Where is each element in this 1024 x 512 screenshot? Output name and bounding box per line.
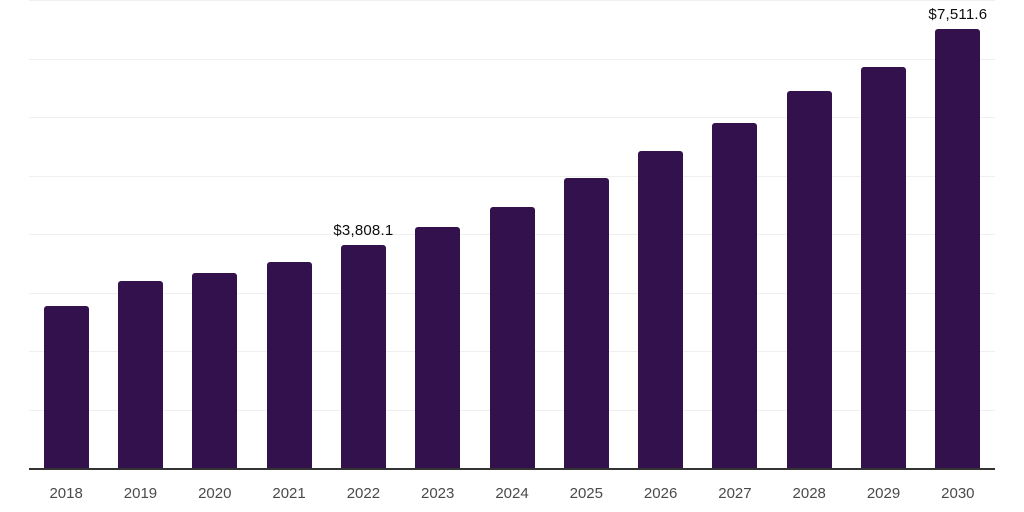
bar-2026 — [638, 150, 684, 468]
gridline — [29, 0, 995, 1]
x-tick-label-2020: 2020 — [198, 485, 232, 502]
gridline — [29, 175, 995, 177]
bar-2030 — [935, 28, 981, 468]
x-tick-label-2018: 2018 — [49, 485, 83, 502]
bar-value-label-2030: $7,511.6 — [928, 5, 988, 23]
x-tick-label-2026: 2026 — [643, 485, 678, 502]
bar-2019 — [117, 280, 163, 468]
x-axis-labels: 2018 2019 2020 2021 2022 2023 2024 2025 2026 2027… — [29, 485, 995, 505]
bar-2020 — [192, 273, 238, 468]
bar-value-label-2022: $3,808.1 — [333, 222, 394, 240]
gridline — [29, 117, 995, 118]
bar-2024 — [489, 206, 535, 468]
bar-2029 — [861, 67, 907, 468]
bar-2025 — [563, 178, 609, 468]
bar-2021 — [266, 261, 312, 468]
x-tick-label-2025: 2025 — [569, 485, 603, 502]
x-tick-label-2029: 2029 — [866, 485, 901, 502]
bar-2018 — [43, 305, 89, 468]
bar-2027 — [712, 123, 758, 468]
x-tick-label-2028: 2028 — [792, 485, 826, 502]
bar-2028 — [786, 91, 832, 468]
plot-area: $3,808.1 $7,511.6 — [29, 0, 995, 470]
x-tick-label-2022: 2022 — [346, 485, 381, 502]
x-tick-label-2027: 2027 — [718, 485, 752, 502]
bar-2022 — [340, 245, 386, 468]
bar-2023 — [415, 226, 461, 468]
gridline — [29, 58, 995, 60]
x-tick-label-2019: 2019 — [123, 485, 158, 502]
x-tick-label-2024: 2024 — [495, 485, 529, 502]
x-tick-label-2030: 2030 — [941, 485, 975, 502]
x-tick-label-2021: 2021 — [272, 485, 306, 502]
x-tick-label-2023: 2023 — [421, 485, 455, 502]
